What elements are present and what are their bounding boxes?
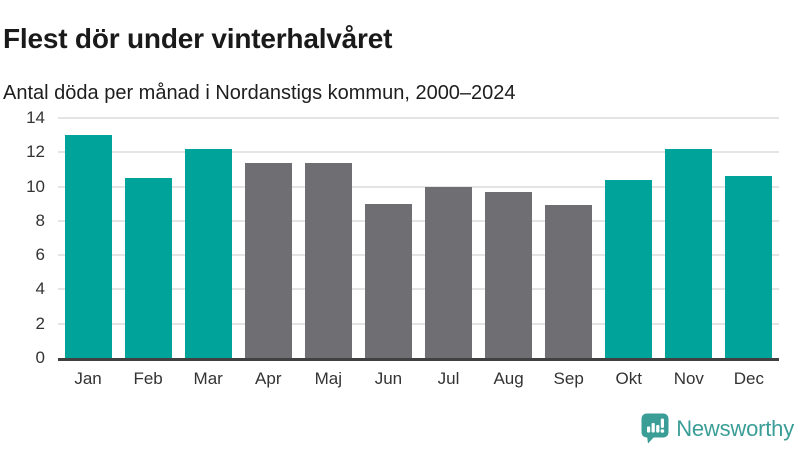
bar-maj: [304, 162, 352, 358]
gridline-14: [58, 117, 779, 119]
x-tick-label-jan: Jan: [74, 369, 102, 388]
bar-slot-maj: [298, 162, 358, 358]
y-tick-label-12: 12: [26, 142, 45, 162]
bar-slot-dec: [719, 176, 779, 358]
bar-slot-jun: [358, 203, 418, 358]
y-tick-label-2: 2: [35, 313, 45, 333]
y-tick-label-14: 14: [26, 108, 45, 127]
x-tick-label-aug: Aug: [493, 369, 524, 388]
x-tick-label-apr: Apr: [255, 369, 282, 388]
y-tick-label-4: 4: [35, 279, 45, 299]
bar-okt: [605, 179, 653, 358]
bar-slot-aug: [479, 191, 539, 358]
bar-slot-feb: [118, 178, 178, 358]
y-tick-label-10: 10: [26, 176, 45, 196]
bar-slot-mar: [178, 148, 238, 358]
bar-slot-apr: [238, 162, 298, 358]
bar-feb: [124, 178, 172, 358]
newsworthy-bubble-chart-icon: [641, 413, 669, 444]
y-tick-label-8: 8: [35, 210, 45, 230]
bar-aug: [485, 191, 533, 358]
x-tick-label-maj: Maj: [314, 369, 343, 388]
y-axis: 0 2 4 6 8 10 12 14: [0, 108, 45, 367]
x-tick-label-jul: Jul: [437, 369, 460, 388]
x-tick-label-dec: Dec: [733, 369, 765, 388]
x-axis: Jan Feb Mar Apr Maj Jun Jul Aug Sep Okt Nov Dec: [58, 369, 779, 389]
chart-title: Flest dör under vinterhalvåret: [3, 22, 393, 54]
gridline-10: [58, 185, 779, 188]
plot-area: [58, 117, 779, 361]
x-tick-label-sep: Sep: [553, 369, 584, 388]
bar-jan: [64, 135, 112, 358]
gridline-8: [58, 219, 779, 222]
gridline-4: [58, 288, 779, 291]
bars-container: [58, 118, 779, 358]
gridline-12: [58, 151, 779, 154]
x-tick-label-jun: Jun: [374, 369, 403, 388]
bar-slot-okt: [599, 179, 659, 358]
bar-sep: [545, 205, 593, 358]
gridline-6: [58, 254, 779, 257]
y-tick-label-0: 0: [35, 348, 45, 367]
x-tick-label-mar: Mar: [193, 369, 223, 388]
bar-jul: [425, 186, 472, 358]
x-tick-label-okt: Okt: [615, 369, 642, 388]
y-tick-label-6: 6: [35, 245, 45, 265]
bar-slot-sep: [539, 205, 599, 358]
chart-subtitle: Antal döda per månad i Nordanstigs kommu…: [3, 82, 516, 104]
bar-nov: [665, 148, 713, 358]
gridline-2: [58, 322, 779, 325]
newsworthy-logo-text: Newsworthy: [676, 415, 794, 441]
bar-slot-nov: [659, 148, 719, 358]
bar-jun: [364, 203, 412, 358]
bar-apr: [244, 162, 292, 358]
bar-dec: [725, 176, 773, 358]
newsworthy-logo: Newsworthy: [641, 413, 794, 444]
bar-slot-jul: [418, 186, 478, 358]
x-tick-label-nov: Nov: [673, 369, 704, 388]
bar-slot-jan: [58, 135, 118, 358]
x-tick-label-feb: Feb: [133, 369, 163, 388]
bar-mar: [184, 148, 232, 358]
